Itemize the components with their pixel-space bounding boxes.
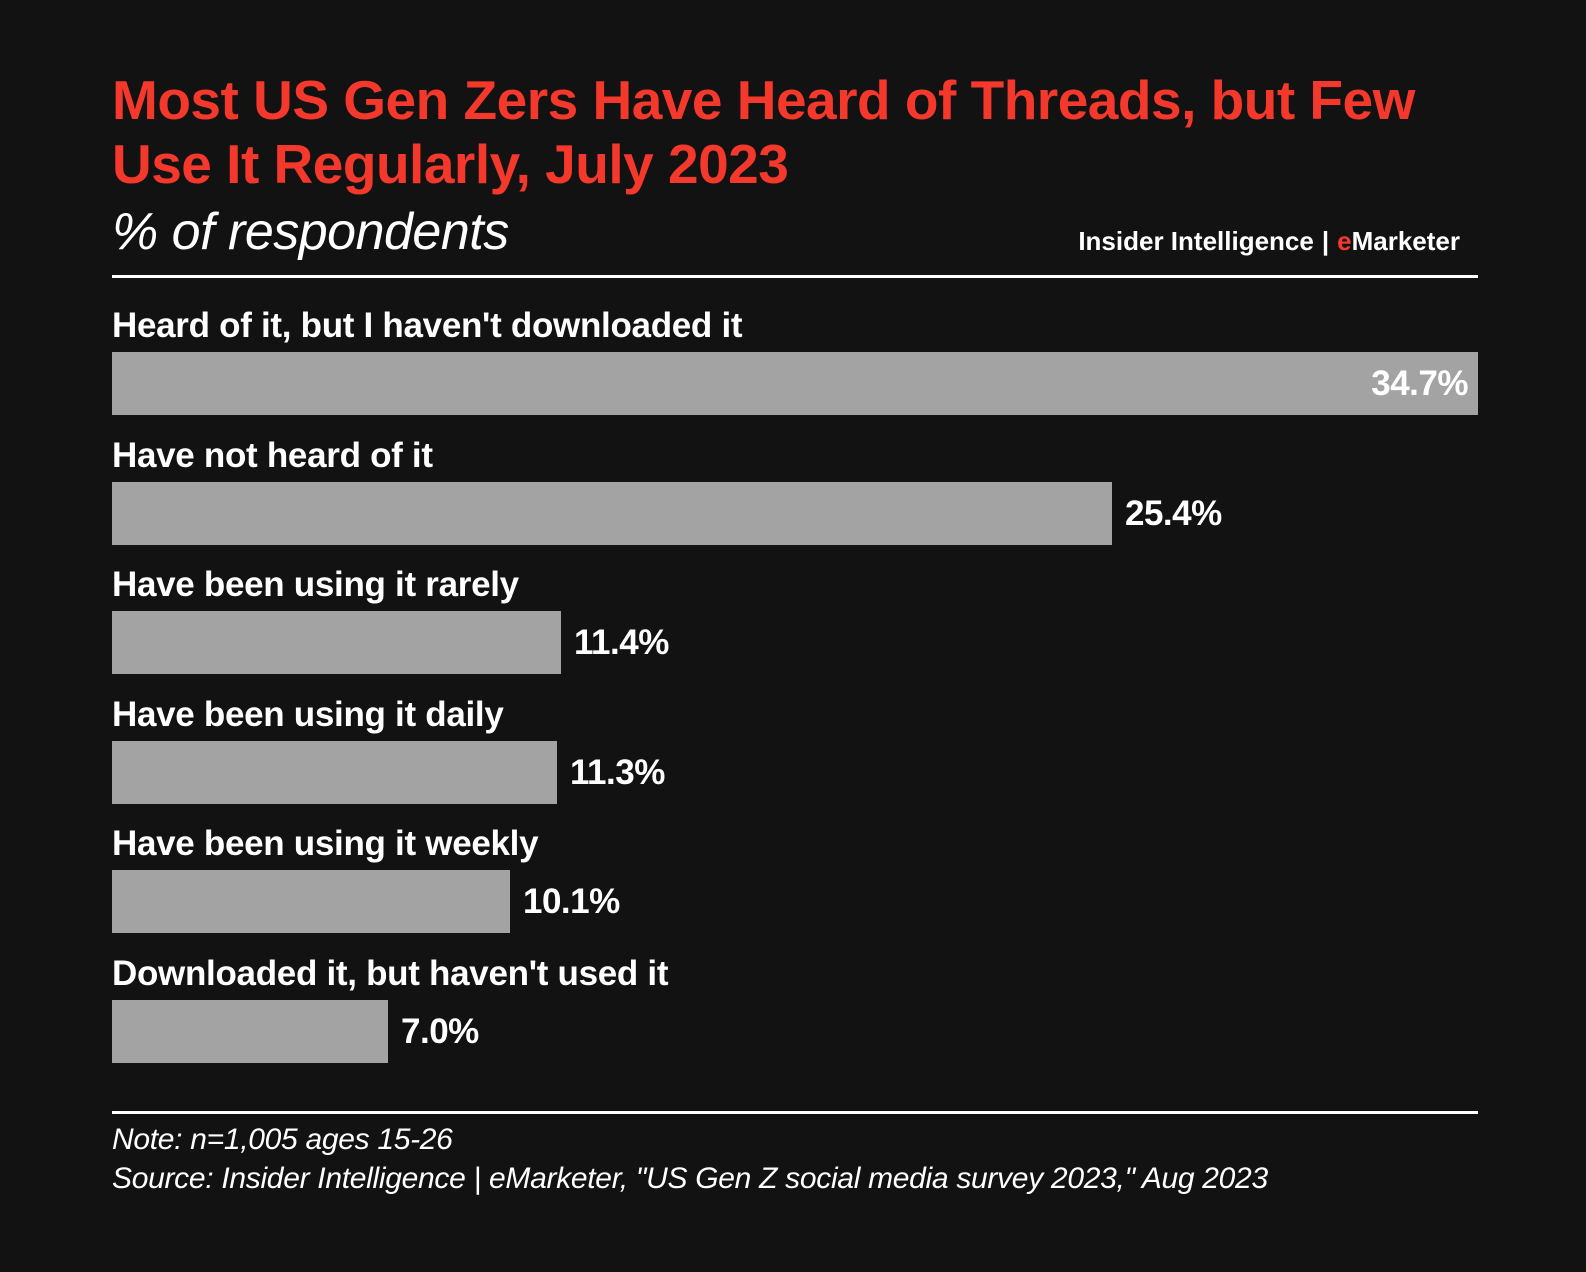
bar [112, 740, 557, 804]
category-label: Have been using it weekly [112, 824, 539, 863]
brand-separator: | [1321, 226, 1330, 256]
bar [112, 352, 1478, 415]
brand-logo: Insider Intelligence | eMarketer [1078, 224, 1460, 258]
top-divider [112, 275, 1478, 278]
bottom-divider [112, 1111, 1478, 1114]
brand-name-left: Insider Intelligence [1078, 226, 1314, 256]
bar-value-label: 7.0% [401, 1011, 479, 1051]
chart-title-line-2: Use It Regularly, July 2023 [112, 133, 789, 195]
bar-chart: Heard of it, but I haven't downloaded it… [112, 280, 1478, 1100]
bar-value-label: 34.7% [1371, 364, 1468, 403]
bar [112, 481, 1112, 545]
bar-value-label: 10.1% [523, 882, 620, 921]
bar-value-label: 11.4% [574, 623, 669, 662]
chart-subtitle: % of respondents [112, 203, 509, 261]
bar-value-label: 11.3% [570, 752, 665, 792]
category-label: Have not heard of it [112, 435, 433, 475]
category-label: Have been using it rarely [112, 565, 519, 604]
category-label: Have been using it daily [112, 694, 504, 734]
bar [112, 999, 388, 1063]
bar-value-label: 25.4% [1125, 493, 1222, 533]
bar [112, 870, 510, 933]
bar [112, 611, 561, 674]
footnote-note: Note: n=1,005 ages 15-26 [112, 1123, 453, 1156]
category-label: Downloaded it, but haven't used it [112, 953, 669, 993]
brand-accent-letter: e [1337, 226, 1352, 256]
footnote-source: Source: Insider Intelligence | eMarketer… [112, 1162, 1268, 1195]
chart-title: Most US Gen Zers Have Heard of Threads, … [112, 68, 1512, 196]
footnote: Note: n=1,005 ages 15-26 Source: Insider… [112, 1120, 1268, 1198]
category-label: Heard of it, but I haven't downloaded it [112, 306, 743, 345]
chart-title-line-1: Most US Gen Zers Have Heard of Threads, … [112, 69, 1415, 131]
brand-name-right: Marketer [1351, 226, 1460, 256]
